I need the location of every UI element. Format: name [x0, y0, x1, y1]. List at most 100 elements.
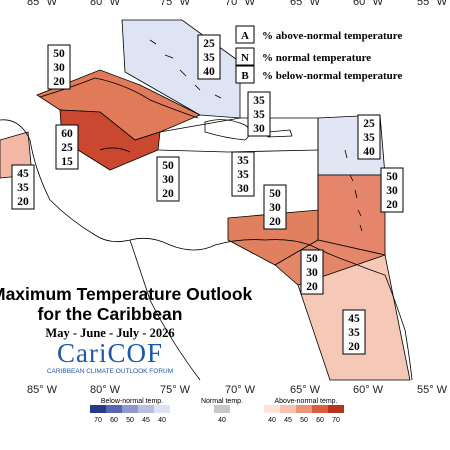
box-frame [11, 164, 35, 210]
longitude-label: 80° W [90, 0, 121, 8]
colorbar-swatch [312, 405, 328, 413]
colorbar-swatch [328, 405, 344, 413]
probability: 35 [237, 169, 249, 181]
title: Maximum Temperature Outlook [0, 284, 253, 304]
colorbar-swatch [264, 405, 280, 413]
probability: 30 [162, 174, 174, 186]
longitude-label: 70° W [225, 0, 256, 8]
probability: 35 [17, 182, 29, 194]
longitude-label: 55° W [417, 384, 448, 396]
probability-box: 25 35 40 [357, 114, 381, 160]
longitude-label: 80° W [90, 384, 121, 396]
box-frame [380, 167, 404, 213]
probability: 20 [348, 341, 360, 353]
box-frame [247, 91, 271, 137]
colorbar-tick: 50 [300, 417, 308, 424]
coastline [149, 39, 222, 99]
probability: 25 [363, 118, 375, 130]
legend-key: N [241, 52, 249, 64]
colorbar-swatch [154, 405, 170, 413]
probability: 25 [203, 38, 215, 50]
box-frame [231, 151, 255, 197]
probability: 50 [306, 253, 318, 265]
probability: 30 [237, 183, 249, 195]
legend-key-box [235, 65, 255, 84]
probability-box: 25 35 40 [197, 34, 221, 80]
legend-key-box [235, 47, 255, 66]
coastline [344, 149, 363, 232]
colorbar: Below-normal temp. Normal temp. Above-no… [90, 398, 344, 424]
colorbar-tick: 40 [158, 417, 166, 424]
colorbar-tick: 40 [268, 417, 276, 424]
longitude-label: 55° W [417, 0, 448, 8]
probability: 20 [162, 188, 174, 200]
legend: A % above-normal temperature N % normal … [235, 25, 402, 84]
probability-box: 35 35 30 [231, 151, 255, 197]
probability: 25 [61, 142, 73, 154]
region-border [157, 149, 319, 153]
probability-box: 45 35 20 [11, 164, 35, 210]
probability: 35 [203, 52, 215, 64]
legend-key-box [235, 25, 255, 44]
coastline [129, 239, 201, 381]
legend-key: A [241, 30, 249, 42]
probability: 15 [61, 156, 73, 168]
longitude-label: 85° W [27, 0, 58, 8]
probability: 45 [348, 313, 360, 325]
probability-box: 35 35 30 [247, 91, 271, 137]
colorbar-swatch [90, 405, 106, 413]
box-frame [357, 114, 381, 160]
probability: 20 [386, 199, 398, 211]
colorbar-label: Above-normal temp. [274, 398, 337, 405]
colorbar-tick: 45 [284, 417, 292, 424]
colorbar-swatch [106, 405, 122, 413]
probability: 50 [162, 160, 174, 172]
longitude-label: 60° W [353, 384, 384, 396]
probability: 50 [53, 48, 65, 60]
probability: 30 [386, 185, 398, 197]
title-line2: for the Caribbean [38, 304, 183, 324]
coastline [384, 274, 413, 381]
probability: 50 [269, 188, 281, 200]
probability: 20 [306, 281, 318, 293]
probability-boxes: 2535405030206025154535203535305030203535… [11, 34, 404, 355]
probability-box: 50 30 20 [300, 249, 324, 295]
probability: 50 [386, 171, 398, 183]
longitude-label: 60° W [353, 0, 384, 8]
probability: 35 [237, 155, 249, 167]
colorbar-swatch [122, 405, 138, 413]
probability: 20 [269, 216, 281, 228]
probability: 30 [269, 202, 281, 214]
colorbar-label: Normal temp. [201, 398, 243, 405]
longitude-label: 70° W [225, 384, 256, 396]
probability: 30 [306, 267, 318, 279]
logo: CariCOF [57, 338, 163, 368]
season: May - June - July - 2026 [45, 326, 174, 340]
colorbar-swatch [280, 405, 296, 413]
probability: 40 [203, 66, 215, 78]
legend-text: % normal temperature [262, 52, 371, 64]
longitude-labels-bottom: 85° W 80° W 75° W 70° W 65° W 60° W 55° W [27, 384, 448, 396]
probability: 30 [53, 62, 65, 74]
colorbar-tick: 50 [126, 417, 134, 424]
probability: 20 [53, 76, 65, 88]
longitude-label: 85° W [27, 384, 58, 396]
colorbar-label: Below-normal temp. [101, 398, 163, 405]
probability: 45 [17, 168, 29, 180]
box-frame [342, 309, 366, 355]
longitude-label: 75° W [160, 0, 191, 8]
colorbar-tick: 70 [94, 417, 102, 424]
probability: 30 [253, 123, 265, 135]
colorbar-tick: 70 [332, 417, 340, 424]
probability: 35 [348, 327, 360, 339]
logo-subtitle: CARIBBEAN CLIMATE OUTLOOK FORUM [47, 368, 173, 375]
longitude-label: 75° W [160, 384, 191, 396]
longitude-label: 65° W [290, 0, 321, 8]
colorbar-tick: 60 [110, 417, 118, 424]
probability: 35 [253, 95, 265, 107]
probability-box: 50 30 20 [156, 156, 180, 202]
probability-box: 60 25 15 [55, 124, 79, 170]
colorbar-tick: 60 [316, 417, 324, 424]
box-frame [55, 124, 79, 170]
